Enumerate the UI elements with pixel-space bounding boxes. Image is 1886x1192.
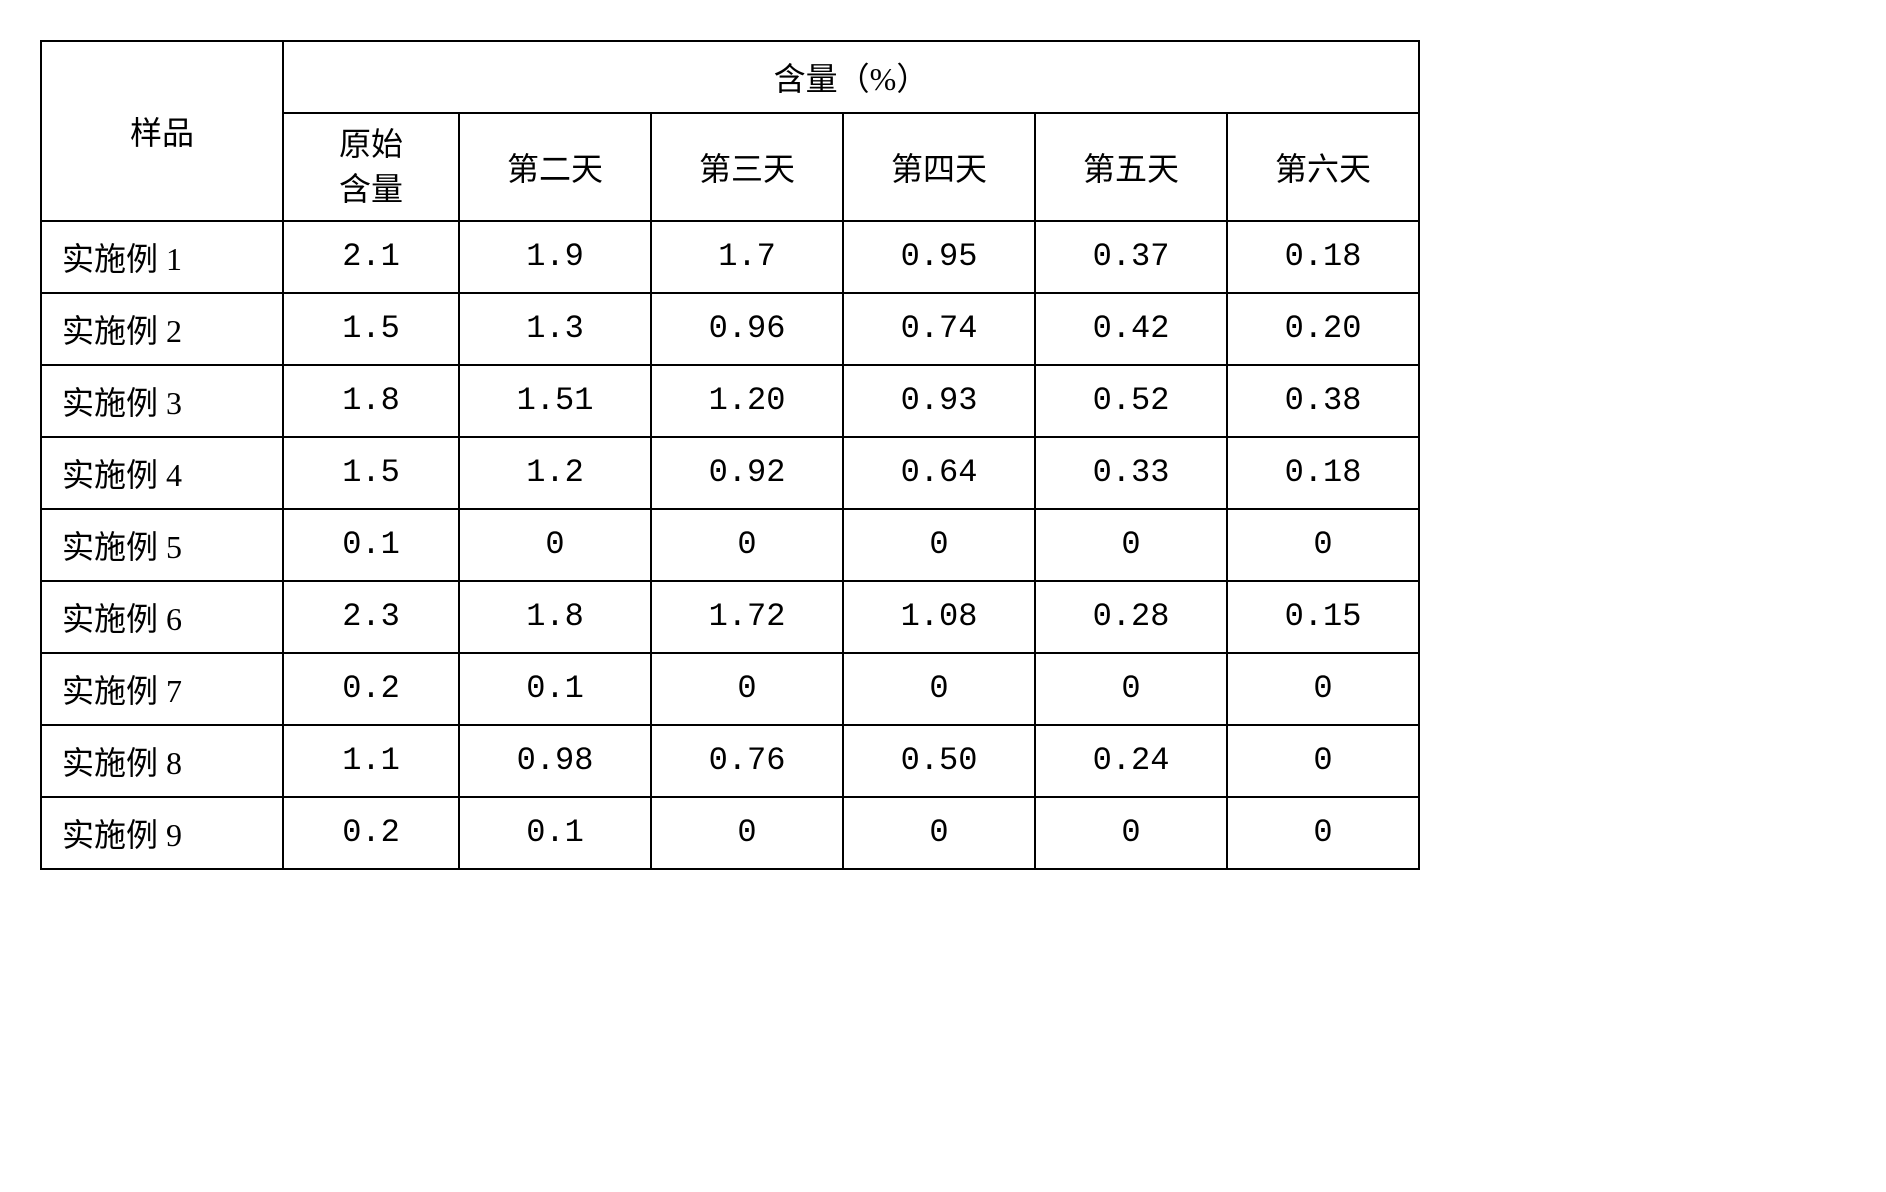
data-cell: 0 [651,797,843,869]
sample-name-cell: 实施例 4 [41,437,283,509]
content-percentage-table: 样品 含量（%） 原始含量 第二天 第三天 第四天 第五天 第六天 实施例 12… [40,40,1420,870]
data-cell: 0.93 [843,365,1035,437]
table-row: 实施例 41.51.20.920.640.330.18 [41,437,1419,509]
data-cell: 1.8 [283,365,459,437]
data-cell: 0.20 [1227,293,1419,365]
sample-name-cell: 实施例 3 [41,365,283,437]
data-cell: 0 [843,509,1035,581]
header-row-1: 样品 含量（%） [41,41,1419,113]
sample-name-cell: 实施例 5 [41,509,283,581]
table-body: 实施例 12.11.91.70.950.370.18实施例 21.51.30.9… [41,221,1419,869]
table-row: 实施例 12.11.91.70.950.370.18 [41,221,1419,293]
sample-name-cell: 实施例 8 [41,725,283,797]
data-cell: 0.98 [459,725,651,797]
data-cell: 2.3 [283,581,459,653]
sample-name-cell: 实施例 1 [41,221,283,293]
table-row: 实施例 90.20.10000 [41,797,1419,869]
day4-header: 第四天 [843,113,1035,221]
table-row: 实施例 70.20.10000 [41,653,1419,725]
sample-name-cell: 实施例 6 [41,581,283,653]
table-row: 实施例 31.81.511.200.930.520.38 [41,365,1419,437]
data-cell: 1.7 [651,221,843,293]
data-cell: 0.95 [843,221,1035,293]
data-cell: 0 [1227,653,1419,725]
data-cell: 1.20 [651,365,843,437]
data-cell: 0 [651,653,843,725]
data-cell: 0.18 [1227,437,1419,509]
data-cell: 0.24 [1035,725,1227,797]
data-cell: 0.15 [1227,581,1419,653]
data-cell: 0.42 [1035,293,1227,365]
data-cell: 0.2 [283,797,459,869]
data-cell: 0.96 [651,293,843,365]
data-cell: 0.37 [1035,221,1227,293]
data-cell: 0.2 [283,653,459,725]
table-header: 样品 含量（%） 原始含量 第二天 第三天 第四天 第五天 第六天 [41,41,1419,221]
data-cell: 1.9 [459,221,651,293]
data-cell: 1.3 [459,293,651,365]
sample-name-cell: 实施例 2 [41,293,283,365]
data-cell: 0 [843,653,1035,725]
table-row: 实施例 81.10.980.760.500.240 [41,725,1419,797]
data-cell: 0 [1035,797,1227,869]
data-cell: 0 [1035,509,1227,581]
data-cell: 0 [1227,797,1419,869]
sample-name-cell: 实施例 7 [41,653,283,725]
data-cell: 1.1 [283,725,459,797]
original-content-header: 原始含量 [283,113,459,221]
day6-header: 第六天 [1227,113,1419,221]
data-cell: 0 [1227,725,1419,797]
data-cell: 0.50 [843,725,1035,797]
data-cell: 0 [1227,509,1419,581]
data-cell: 0 [1035,653,1227,725]
data-cell: 1.5 [283,293,459,365]
data-cell: 1.72 [651,581,843,653]
data-table-container: 样品 含量（%） 原始含量 第二天 第三天 第四天 第五天 第六天 实施例 12… [40,40,1420,870]
data-cell: 0.1 [459,653,651,725]
day5-header: 第五天 [1035,113,1227,221]
day3-header: 第三天 [651,113,843,221]
data-cell: 0.64 [843,437,1035,509]
data-cell: 0.38 [1227,365,1419,437]
data-cell: 0 [651,509,843,581]
table-row: 实施例 62.31.81.721.080.280.15 [41,581,1419,653]
data-cell: 1.2 [459,437,651,509]
sample-name-cell: 实施例 9 [41,797,283,869]
data-cell: 0.92 [651,437,843,509]
data-cell: 2.1 [283,221,459,293]
data-cell: 0 [843,797,1035,869]
data-cell: 0.18 [1227,221,1419,293]
data-cell: 0.76 [651,725,843,797]
data-cell: 0.1 [283,509,459,581]
data-cell: 0 [459,509,651,581]
data-cell: 1.5 [283,437,459,509]
content-group-header: 含量（%） [283,41,1419,113]
data-cell: 0.52 [1035,365,1227,437]
data-cell: 0.33 [1035,437,1227,509]
sample-column-header: 样品 [41,41,283,221]
data-cell: 0.74 [843,293,1035,365]
data-cell: 0.28 [1035,581,1227,653]
data-cell: 1.08 [843,581,1035,653]
data-cell: 1.8 [459,581,651,653]
day2-header: 第二天 [459,113,651,221]
table-row: 实施例 21.51.30.960.740.420.20 [41,293,1419,365]
data-cell: 1.51 [459,365,651,437]
table-row: 实施例 50.100000 [41,509,1419,581]
data-cell: 0.1 [459,797,651,869]
